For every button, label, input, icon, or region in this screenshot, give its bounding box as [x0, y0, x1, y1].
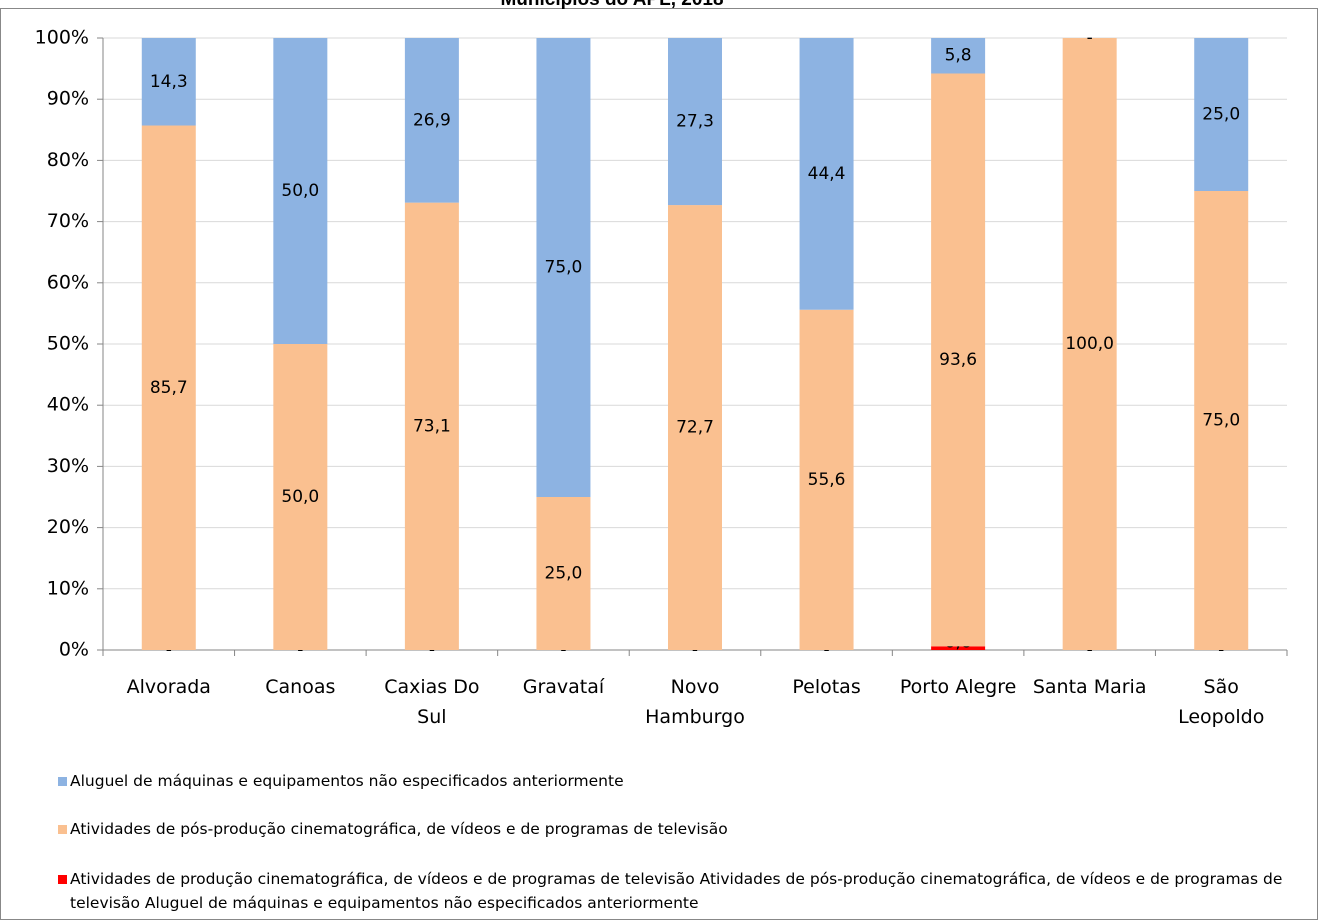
y-tick-label: 90%	[47, 88, 89, 110]
bar-segment	[536, 38, 591, 497]
data-label: 5,8	[945, 46, 972, 66]
data-label: 25,0	[1202, 105, 1240, 125]
bar-segment	[668, 205, 722, 651]
data-label: 55,6	[808, 470, 846, 490]
y-tick-label: 50%	[47, 333, 89, 355]
legend-swatch	[58, 875, 67, 884]
bar-segment	[141, 38, 196, 126]
legend-entry: Aluguel de máquinas e equipamentos não e…	[58, 769, 1322, 793]
legend-swatch	[58, 777, 67, 786]
data-label: 73,1	[413, 416, 451, 436]
data-label: 93,6	[939, 350, 977, 370]
data-label: 25,0	[545, 564, 583, 584]
data-label: 72,7	[676, 418, 714, 438]
data-label: 50,0	[281, 181, 319, 201]
x-tick-label: Pelotas	[792, 676, 861, 698]
data-label: 75,0	[1202, 411, 1240, 431]
y-tick-label: 30%	[47, 455, 89, 477]
bar-segment	[536, 497, 591, 650]
x-tick-label: Porto Alegre	[899, 676, 1017, 698]
bar-segment	[141, 125, 196, 651]
bar-segment	[404, 202, 459, 651]
x-tick-label: Novo Hamburgo	[645, 676, 745, 728]
legend-entry: Atividades de produção cinematográfica, …	[58, 867, 1322, 915]
data-label: 75,0	[545, 258, 583, 278]
data-label: 100,0	[1065, 334, 1114, 354]
chart-border	[0, 8, 1318, 920]
y-tick-label: 20%	[47, 516, 89, 538]
bar-segment	[931, 38, 986, 74]
y-tick-label: 80%	[47, 149, 89, 171]
y-tick-label: 60%	[47, 271, 89, 293]
data-label: -	[1087, 28, 1093, 48]
x-tick-label: Canoas	[265, 676, 336, 698]
x-tick-label: Alvorada	[126, 676, 211, 698]
bar-segment	[1194, 38, 1249, 191]
chart-title: Municípios do APL, 2018	[500, 0, 723, 10]
bar-segment	[799, 38, 854, 310]
y-tick-label: 0%	[59, 639, 89, 661]
bar-segment	[931, 73, 986, 647]
data-label: 85,7	[150, 378, 188, 398]
y-tick-label: 70%	[47, 210, 89, 232]
bar-segment	[273, 344, 328, 650]
x-tick-label: São Leopoldo	[1178, 676, 1265, 728]
x-tick-label: Santa Maria	[1032, 676, 1147, 698]
data-label: 50,0	[281, 487, 319, 507]
bar-segment	[799, 309, 854, 650]
bar-segment	[668, 38, 722, 206]
bar-segment	[404, 38, 459, 203]
data-label: 44,4	[808, 164, 846, 184]
data-label: 14,3	[150, 72, 188, 92]
x-tick-label: Gravataí	[522, 676, 605, 698]
legend-entry: Atividades de pós-produção cinematográfi…	[58, 817, 1322, 841]
y-tick-label: 100%	[35, 27, 89, 49]
bar-segment	[1062, 38, 1117, 650]
y-tick-label: 40%	[47, 394, 89, 416]
data-label: 27,3	[676, 112, 714, 132]
bar-segment	[931, 646, 986, 650]
bar-segment	[1194, 191, 1249, 650]
title-bg	[400, 0, 820, 8]
x-tick-label: Caxias Do Sul	[384, 676, 480, 728]
legend-swatch	[58, 825, 67, 834]
bar-segment	[273, 38, 328, 344]
y-tick-label: 10%	[47, 577, 89, 599]
data-label: 26,9	[413, 110, 451, 130]
